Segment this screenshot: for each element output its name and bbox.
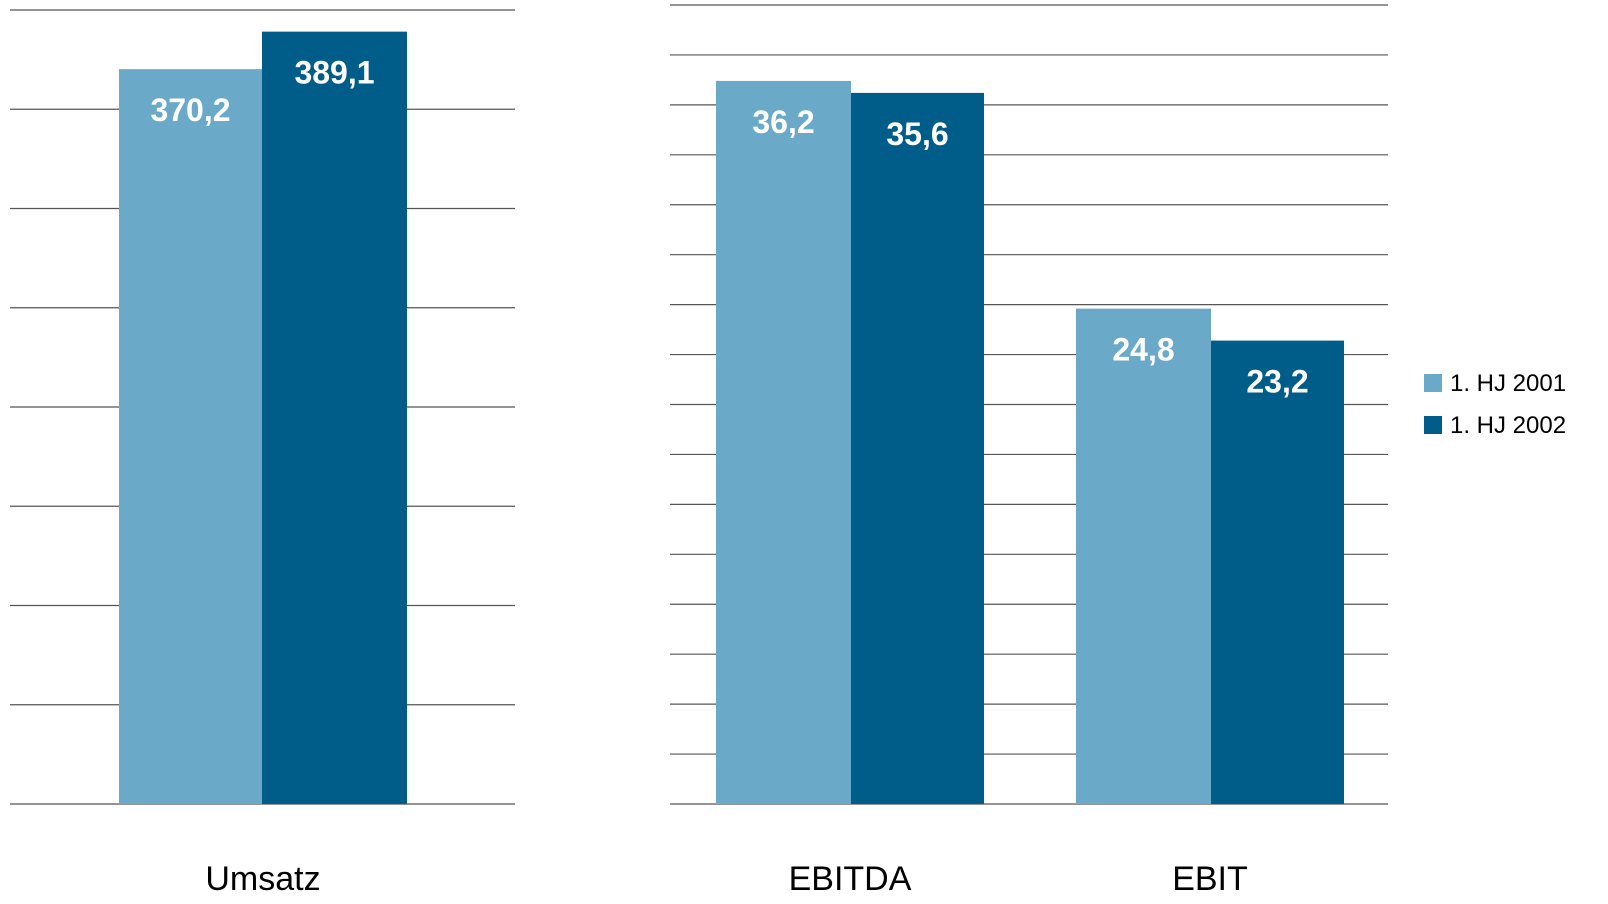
legend: 1. HJ 2001 1. HJ 2002 [1424,370,1566,439]
data-label-ebitda-1-hj-2001: 36,2 [752,104,814,140]
category-label-ebitda: EBITDA [789,860,912,898]
bar-ebit-1-hj-2002 [1211,340,1344,804]
chart-panel-left: 370,2 389,1 Umsatz [10,9,515,898]
bar-umsatz-1-hj-2001 [119,69,262,804]
chart-panel-right: 36,2 35,6 EBITDA 24,8 23,2 EBIT [670,4,1388,898]
legend-swatch-1hj-2001 [1424,374,1442,392]
data-label-umsatz-1-hj-2002: 389,1 [294,55,374,91]
legend-swatch-1hj-2002 [1424,416,1442,434]
bar-ebitda-1-hj-2002 [851,92,984,804]
bar-ebit-1-hj-2001 [1076,308,1211,804]
data-label-ebit-1-hj-2002: 23,2 [1246,364,1308,400]
legend-label-1hj-2002: 1. HJ 2002 [1450,412,1566,439]
data-label-ebitda-1-hj-2002: 35,6 [886,116,948,152]
data-label-umsatz-1-hj-2001: 370,2 [150,92,230,128]
legend-label-1hj-2001: 1. HJ 2001 [1450,370,1566,397]
bar-ebitda-1-hj-2001 [716,80,851,804]
category-label-ebit: EBIT [1172,860,1248,898]
bar-umsatz-1-hj-2002 [262,31,407,805]
category-label-umsatz: Umsatz [205,860,320,898]
data-label-ebit-1-hj-2001: 24,8 [1112,332,1174,368]
